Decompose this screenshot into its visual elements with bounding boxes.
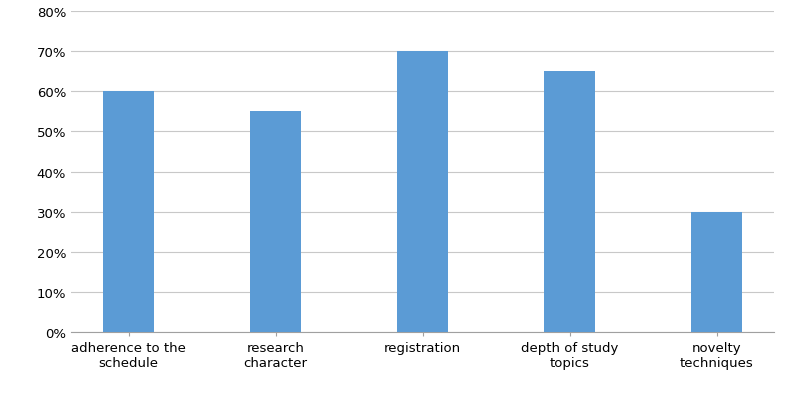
Bar [397, 52, 449, 332]
Bar [544, 72, 596, 332]
Bar [690, 212, 743, 332]
Bar [103, 92, 155, 332]
Bar [250, 112, 302, 332]
